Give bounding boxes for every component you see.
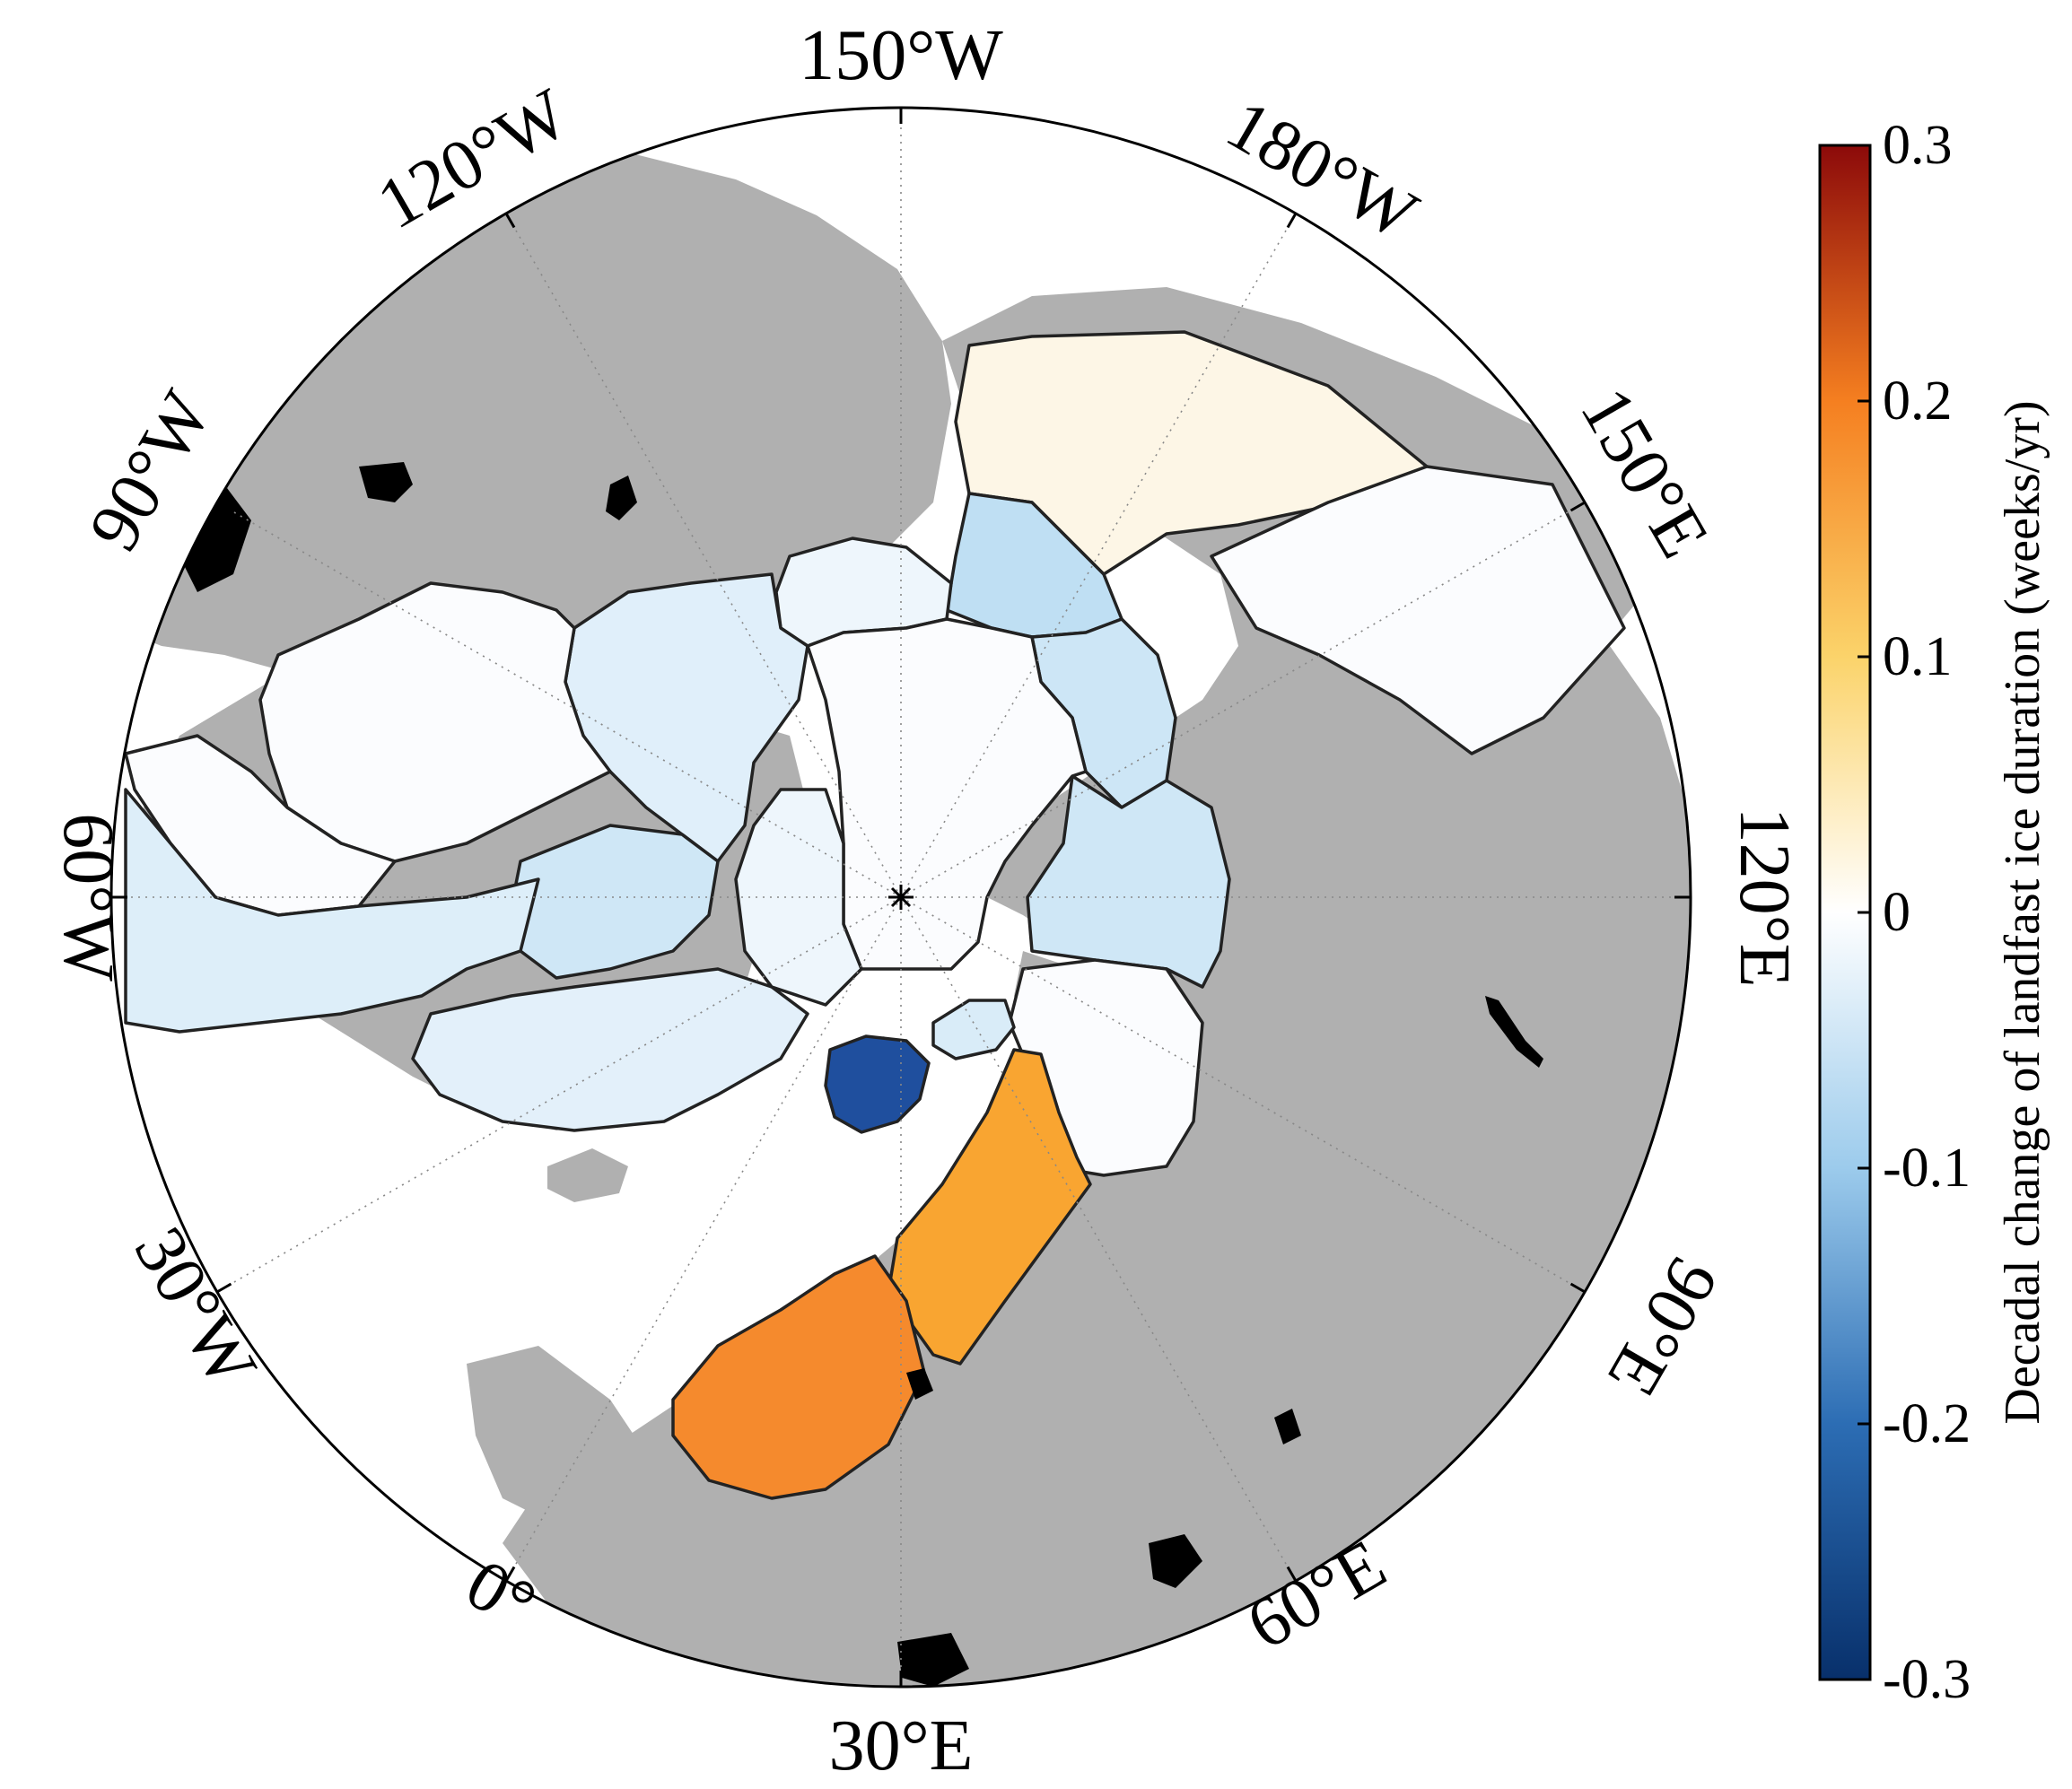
colorbar-tick-label: -0.1 bbox=[1883, 1138, 1971, 1199]
longitude-tick bbox=[504, 1566, 516, 1582]
lake-baikal bbox=[1149, 1534, 1202, 1588]
landfast-ice-regions bbox=[124, 330, 1626, 1500]
longitude-tick bbox=[216, 501, 232, 512]
meridian-line bbox=[900, 896, 1297, 1582]
colorbar: 0.3 0.2 0.1 0 -0.1 -0.2 -0.3 Decadal change of… bbox=[1818, 115, 2050, 1710]
longitude-tick bbox=[504, 213, 516, 229]
colorbar-tick-label: -0.2 bbox=[1883, 1393, 1971, 1454]
region-bering-chukotka bbox=[1210, 465, 1626, 755]
colorbar-tick-label: 0.2 bbox=[1883, 371, 1953, 432]
meridian-line bbox=[900, 502, 1586, 898]
longitude-tick bbox=[1286, 1566, 1298, 1582]
polar-map: 150°W 180°W 150°E 120°E 90°E 60°E 30°E 0… bbox=[48, 16, 1804, 1785]
meridian-line bbox=[900, 213, 1297, 898]
lake-yamal bbox=[906, 1368, 933, 1400]
graticule-lines bbox=[111, 108, 1691, 1687]
meridian-line bbox=[216, 502, 902, 898]
longitude-ticks bbox=[111, 108, 1691, 1687]
region-franz-josef-land bbox=[931, 999, 1016, 1060]
colorbar-ticks: 0.3 0.2 0.1 0 -0.1 -0.2 -0.3 bbox=[1858, 115, 1971, 1710]
lake-ladoga bbox=[897, 1633, 969, 1687]
map-content bbox=[111, 153, 1691, 1687]
lon-label-60w: 60°W bbox=[48, 813, 127, 982]
longitude-tick bbox=[216, 1282, 232, 1294]
region-white-sea bbox=[887, 1048, 1092, 1366]
lon-label-120e: 120°E bbox=[1725, 807, 1804, 988]
region-baltic-sea bbox=[671, 1254, 926, 1500]
longitude-tick bbox=[1569, 501, 1586, 512]
region-svalbard bbox=[824, 1034, 931, 1134]
colorbar-tick-label: 0.3 bbox=[1883, 115, 1953, 176]
lake-great-slave bbox=[606, 476, 637, 520]
region-kara-sea bbox=[1026, 774, 1231, 989]
meridian-line bbox=[505, 213, 902, 898]
lake-ob-gulf bbox=[1485, 996, 1543, 1068]
meridian-line bbox=[505, 896, 902, 1582]
colorbar-tick-label: 0.1 bbox=[1883, 626, 1953, 687]
colorbar-tick-label: -0.3 bbox=[1883, 1649, 1971, 1710]
meridian-line bbox=[216, 896, 902, 1293]
region-greenland-west bbox=[411, 967, 809, 1132]
scandinavia-west-land bbox=[467, 1346, 646, 1525]
colorbar-tick-label: 0 bbox=[1883, 882, 1910, 943]
iceland-land bbox=[547, 1148, 628, 1202]
lon-label-90e: 90°E bbox=[1592, 1244, 1733, 1409]
longitude-tick bbox=[1286, 213, 1298, 229]
lake-great-bear bbox=[359, 462, 413, 502]
lon-label-30e: 30°E bbox=[829, 1706, 974, 1785]
meridian-line bbox=[900, 896, 1586, 1293]
lake-norway-fjord bbox=[1274, 1409, 1301, 1444]
colorbar-title: Decadal change of landfast ice duration … bbox=[1995, 400, 2050, 1424]
north-pole-marker bbox=[888, 885, 914, 910]
lon-label-150w: 150°W bbox=[799, 16, 1003, 95]
longitude-tick bbox=[1569, 1282, 1586, 1294]
region-beaufort-sea bbox=[258, 581, 612, 863]
region-labrador-sea bbox=[124, 788, 540, 1034]
